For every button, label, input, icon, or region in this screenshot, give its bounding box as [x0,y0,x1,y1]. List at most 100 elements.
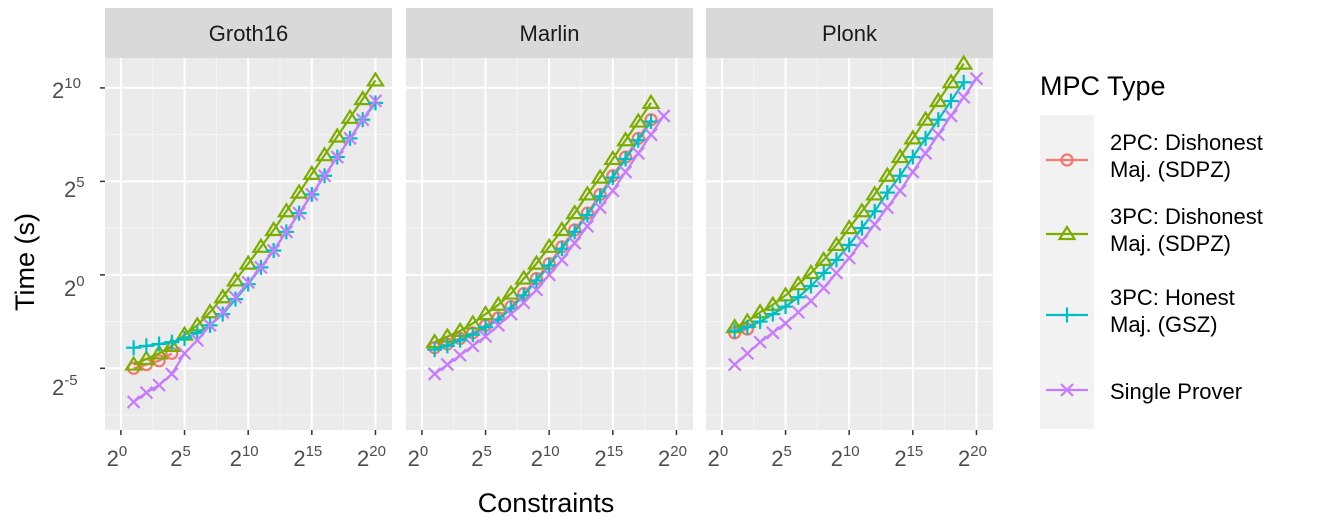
point-plus [943,93,959,109]
point-cross [842,251,856,265]
point-cross [330,150,345,164]
point-triangle [136,349,156,366]
point-triangle [276,202,296,218]
point-cross [816,281,831,295]
point-plus [516,287,532,303]
series-single [727,71,984,372]
legend-label-3pch-line2: Maj. (GSZ) [1110,312,1218,337]
legend-key-3pch [1046,307,1088,323]
point-triangle [200,303,220,319]
point-plus [138,338,154,354]
point-plus [579,207,595,223]
facet-label: Groth16 [209,21,289,46]
legend-key-background [1040,115,1094,429]
point-triangle [928,91,948,108]
point-cross [542,268,556,282]
point-triangle [941,73,961,89]
x-tick-label: 210 [831,443,860,471]
point-cross [190,333,205,348]
point-plus [439,338,455,354]
point-plus [828,252,844,268]
facet-label: Plonk [822,21,878,46]
point-triangle [628,112,648,128]
point-circle [1060,153,1074,167]
point-triangle [616,131,636,147]
point-cross [969,71,984,86]
legend-label-2pc-line2: Maj. (SDPZ) [1110,157,1231,182]
point-triangle [839,219,859,235]
facet-label: Marlin [520,21,580,46]
x-tick-label: 210 [230,443,259,471]
panel-marlin: Marlin 20 25 210 215 220 [406,8,693,471]
point-triangle [501,284,521,300]
x-tick-label: 20 [107,443,128,471]
point-cross [478,329,493,344]
x-tick-label: 25 [771,443,792,471]
point-plus [215,306,231,322]
y-tick-label: 20 [64,273,85,301]
point-cross [918,146,933,161]
point-cross [203,318,217,333]
point-cross [804,294,818,308]
legend-keys [1046,153,1088,397]
point-plus [956,74,972,90]
legend-key-2pc [1046,153,1088,167]
point-plus [618,151,634,167]
x-tick-label: 20 [708,443,729,471]
point-triangle [124,355,144,371]
point-triangle [877,166,897,182]
point-plus [918,130,934,146]
point-plus [879,185,895,201]
point-cross [266,243,281,258]
point-cross [139,385,154,400]
point-triangle [488,295,508,311]
point-plus [567,224,583,240]
y-tick-label: 25 [64,174,85,202]
point-cross [656,109,671,123]
point-cross [740,346,755,361]
y-tick-labels: 210 25 20 2-5 [52,75,85,400]
point-triangle [238,254,258,270]
series-single [427,109,671,381]
legend-key-single [1046,383,1088,397]
point-cross [956,90,971,105]
point-cross [766,326,780,340]
legend-label-3pcd-line2: Maj. (SDPZ) [1110,231,1231,256]
point-cross [893,183,907,198]
point-plus [151,336,167,352]
point-triangle [954,54,974,70]
point-triangle [162,336,182,352]
point-triangle [590,168,610,184]
point-triangle [916,110,936,126]
point-cross [279,225,294,239]
legend-title: MPC Type [1040,71,1166,101]
point-triangle [641,93,661,109]
point-cross [555,253,569,267]
point-triangle [890,147,910,164]
point-cross [931,127,946,142]
point-cross [152,378,166,392]
point-triangle [539,237,559,253]
point-cross [504,307,518,321]
point-plus [528,272,544,288]
point-plus [592,188,608,204]
point-plus [905,149,921,165]
point-triangle [814,250,834,266]
point-triangle [788,275,808,291]
point-triangle [865,185,885,201]
facet-strip [706,8,993,58]
panel-groth16: Groth16 20 25 210 215 220 [100,8,392,471]
point-plus [554,241,570,257]
legend-key-3pcd [1046,224,1088,241]
x-tick-label: 210 [531,443,560,471]
x-tick-label: 215 [293,443,322,471]
point-triangle [577,185,597,201]
legend: MPC Type 2PC: Dishonest Maj. (SDPZ) 3PC:… [1040,71,1263,429]
point-cross [855,234,869,248]
point-cross [215,305,230,320]
point-triangle [353,90,373,106]
x-tick-label: 220 [658,443,687,471]
point-triangle [213,288,233,304]
point-triangle [1057,224,1077,241]
